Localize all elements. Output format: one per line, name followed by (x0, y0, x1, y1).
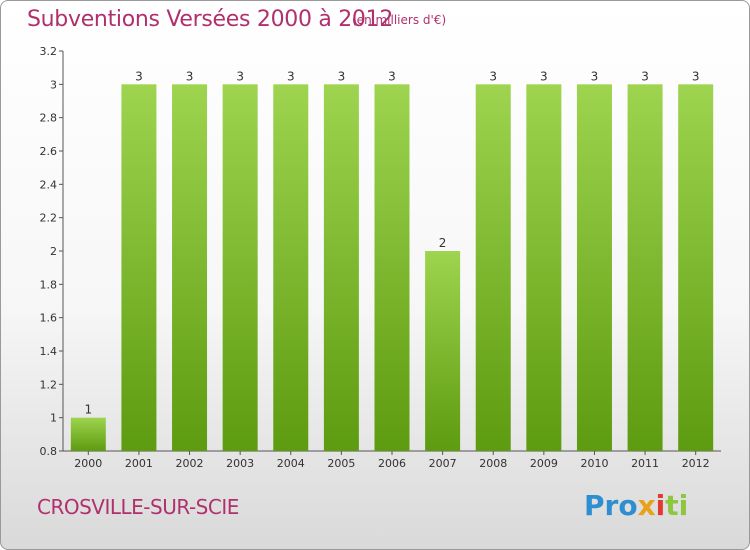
y-tick-label: 2.6 (40, 145, 58, 158)
x-tick-label: 2004 (277, 457, 305, 470)
x-tick-label: 2005 (327, 457, 355, 470)
data-label: 3 (540, 69, 548, 83)
chart-unit: (en milliers d'€) (352, 13, 447, 27)
x-tick-label: 2008 (479, 457, 507, 470)
x-tick-label: 2000 (74, 457, 102, 470)
bar (172, 84, 208, 451)
y-tick-label: 1.4 (40, 345, 58, 358)
y-tick-label: 1.2 (40, 378, 58, 391)
city-name: CROSVILLE-SUR-SCIE (37, 495, 239, 519)
x-tick-label: 2007 (429, 457, 457, 470)
bar (475, 84, 511, 451)
data-label: 3 (135, 69, 143, 83)
x-tick-label: 2011 (631, 457, 659, 470)
y-tick-label: 3 (50, 78, 57, 91)
y-tick-label: 1.6 (40, 312, 58, 325)
data-label: 1 (84, 403, 92, 417)
x-tick-label: 2010 (580, 457, 608, 470)
data-label: 3 (641, 69, 649, 83)
bar (121, 84, 157, 451)
proxiti-logo[interactable]: Proxiti (584, 489, 689, 522)
data-label: 2 (439, 236, 447, 250)
x-tick-label: 2006 (378, 457, 406, 470)
x-tick-label: 2012 (682, 457, 710, 470)
y-tick-label: 2 (50, 245, 57, 258)
y-tick-label: 2.4 (40, 178, 58, 191)
x-tick-label: 2009 (530, 457, 558, 470)
chart-title: Subventions Versées 2000 à 2012 (27, 7, 394, 32)
data-label: 3 (186, 69, 194, 83)
x-tick-label: 2003 (226, 457, 254, 470)
bar (526, 84, 562, 451)
y-tick-label: 1.8 (40, 278, 58, 291)
x-tick-label: 2002 (176, 457, 204, 470)
data-label: 3 (591, 69, 599, 83)
bar (678, 84, 714, 451)
bar (425, 251, 461, 451)
data-label: 3 (236, 69, 244, 83)
y-tick-label: 2.8 (40, 112, 58, 125)
data-label: 3 (489, 69, 497, 83)
bar (222, 84, 258, 451)
y-tick-label: 1 (50, 412, 57, 425)
data-label: 3 (287, 69, 295, 83)
x-tick-label: 2001 (125, 457, 153, 470)
bar (70, 417, 106, 451)
data-label: 3 (692, 69, 700, 83)
bar (627, 84, 663, 451)
bar (273, 84, 309, 451)
y-tick-label: 0.8 (40, 445, 58, 458)
bar (374, 84, 410, 451)
bar (323, 84, 359, 451)
bar (576, 84, 612, 451)
y-tick-label: 3.2 (40, 45, 58, 58)
y-tick-label: 2.2 (40, 212, 58, 225)
data-label: 3 (388, 69, 396, 83)
data-label: 3 (338, 69, 346, 83)
